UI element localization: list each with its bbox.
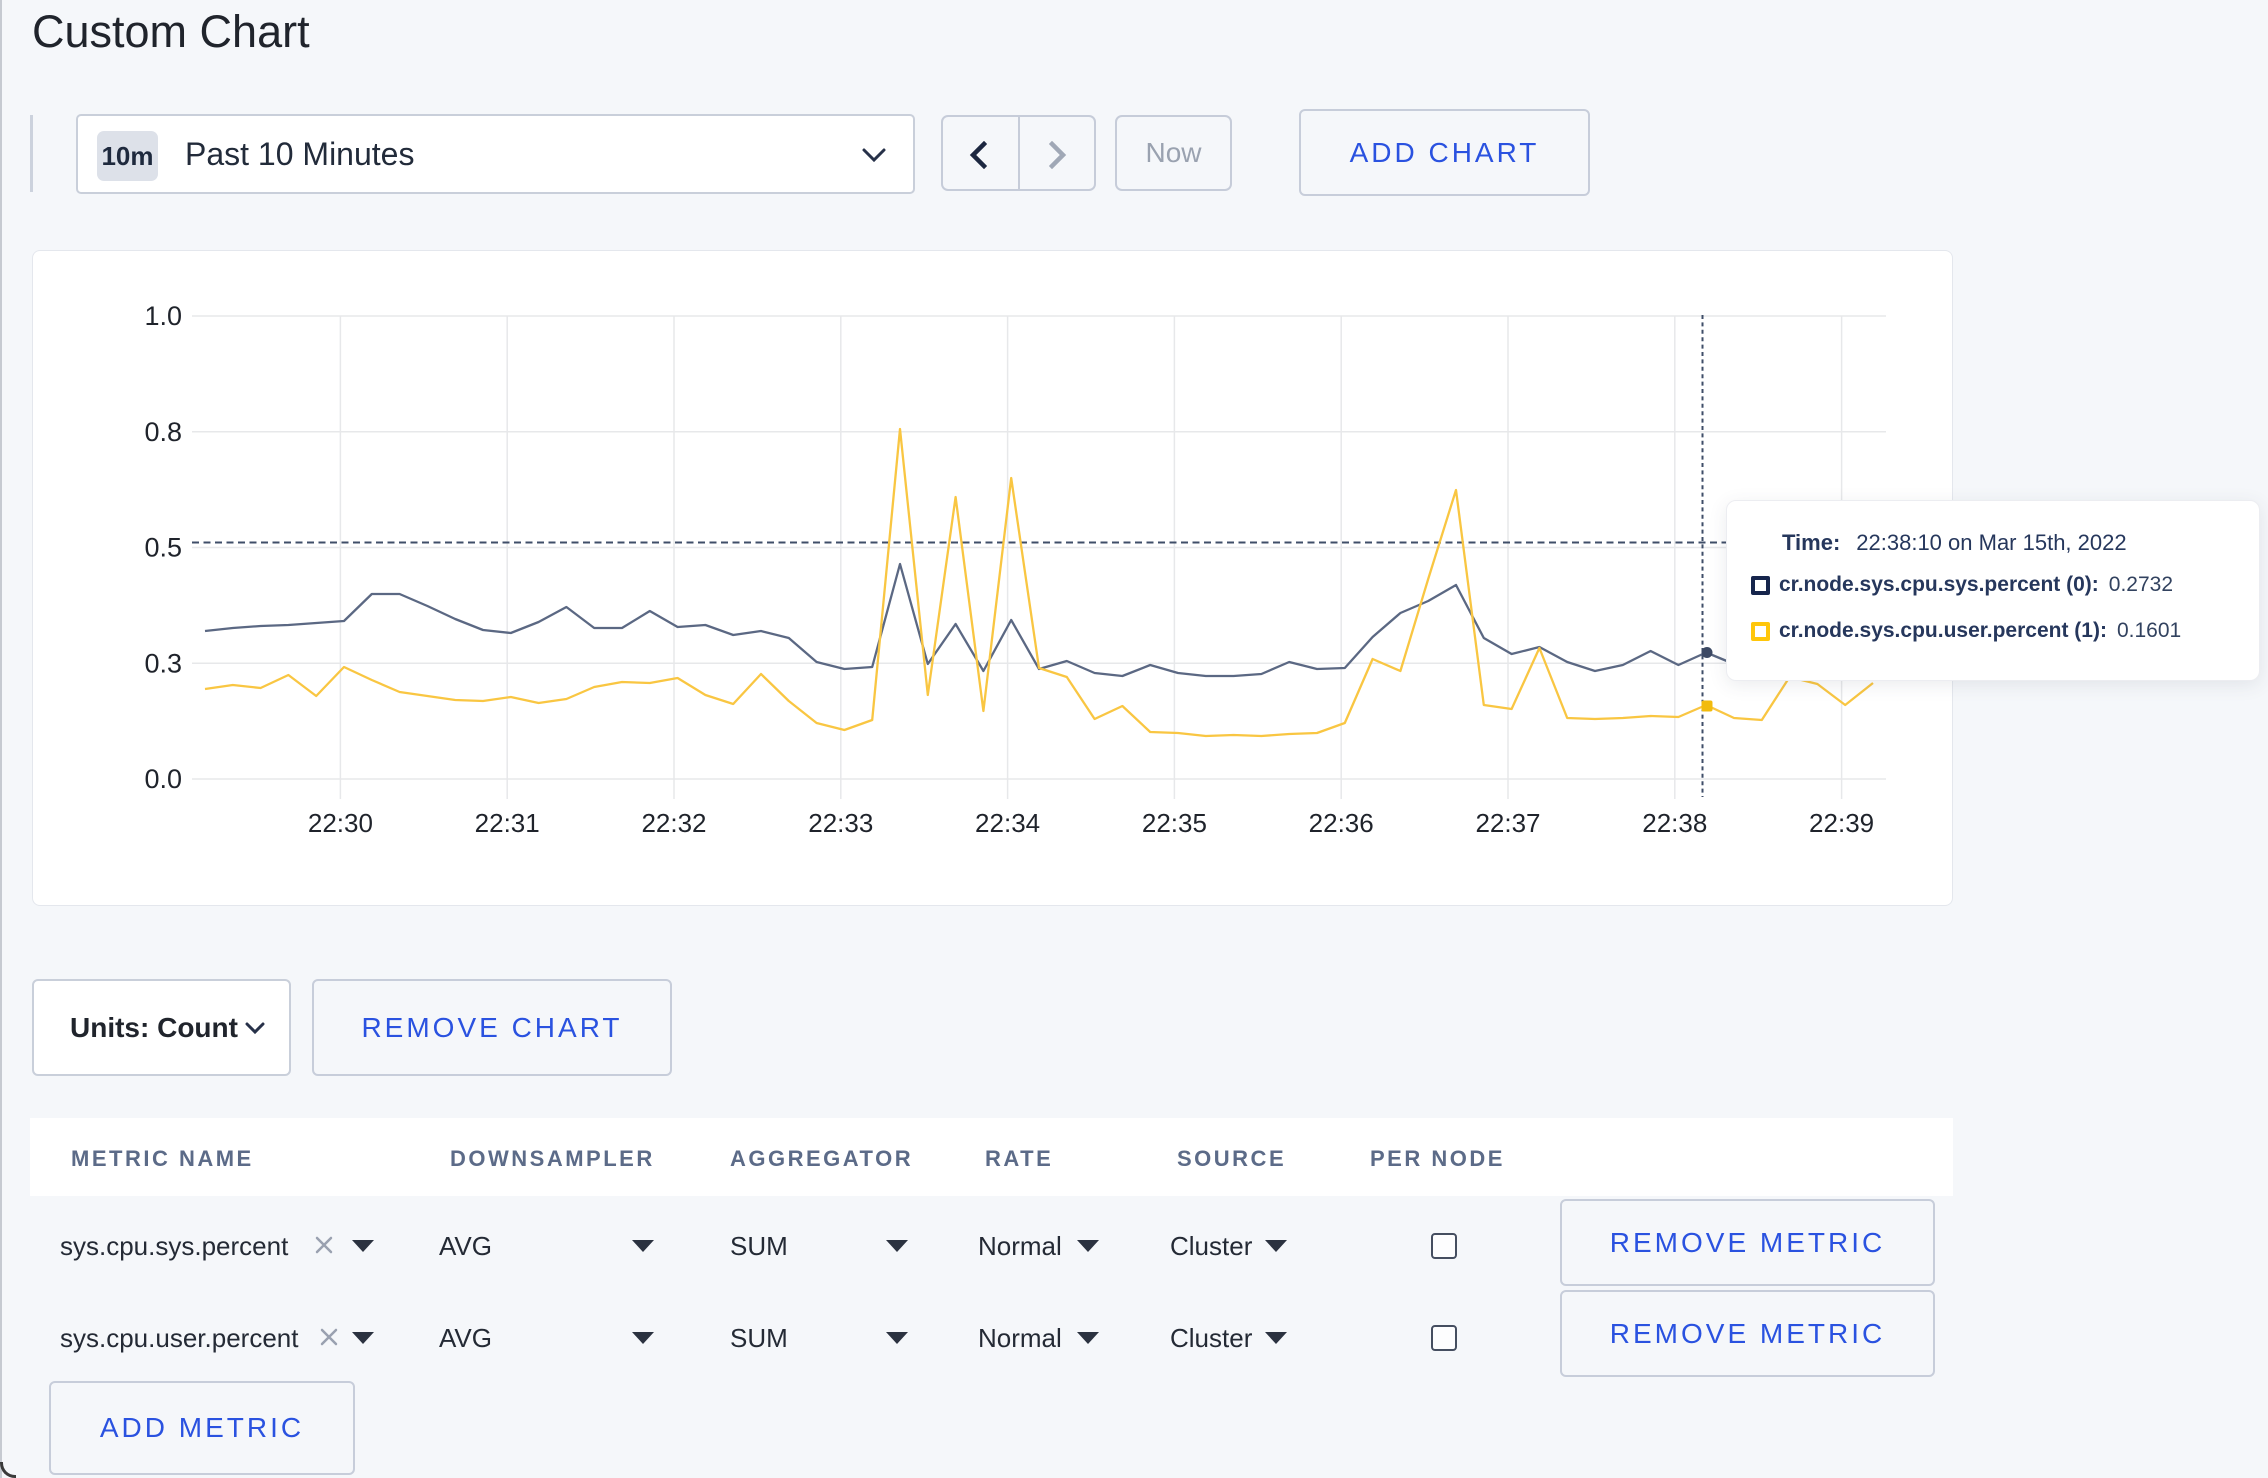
svg-text:22:38: 22:38 (1642, 808, 1707, 838)
svg-text:0.0: 0.0 (144, 764, 182, 794)
svg-text:22:35: 22:35 (1142, 808, 1207, 838)
svg-text:22:37: 22:37 (1475, 808, 1540, 838)
svg-text:22:30: 22:30 (308, 808, 373, 838)
svg-text:22:33: 22:33 (808, 808, 873, 838)
svg-text:0.3: 0.3 (144, 648, 182, 678)
svg-text:1.0: 1.0 (144, 301, 182, 331)
svg-text:0.8: 0.8 (144, 417, 182, 447)
svg-text:22:36: 22:36 (1309, 808, 1374, 838)
svg-text:0.5: 0.5 (144, 533, 182, 563)
svg-text:22:39: 22:39 (1809, 808, 1874, 838)
svg-text:22:31: 22:31 (475, 808, 540, 838)
svg-text:22:34: 22:34 (975, 808, 1040, 838)
svg-text:22:32: 22:32 (641, 808, 706, 838)
